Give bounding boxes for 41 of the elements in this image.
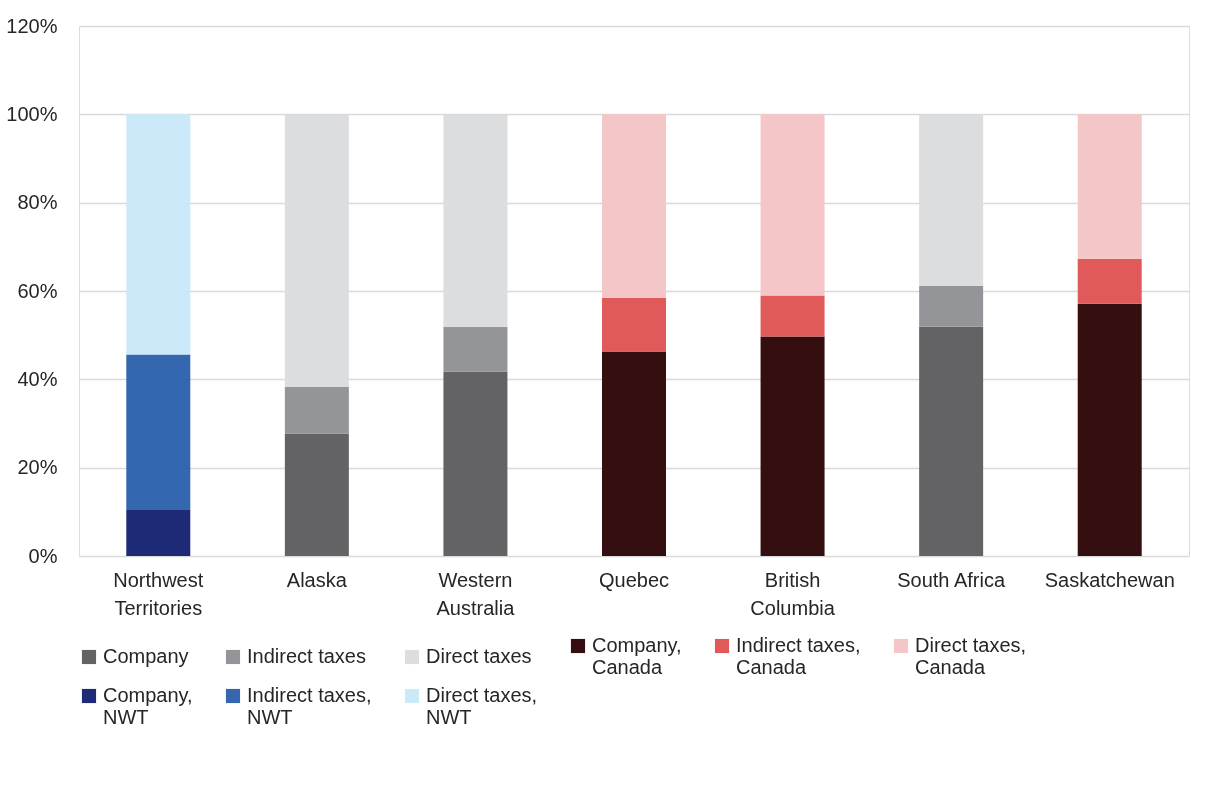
bar [126,114,191,355]
x-tick-label: Alaska [286,568,348,591]
bar [602,114,666,298]
bar [126,510,191,556]
y-tick-label: 120% [6,14,58,37]
y-tick-label: 20% [17,456,58,479]
bar [126,354,191,511]
y-tick-label: 80% [17,191,58,214]
bar [443,326,508,372]
bar [760,295,825,337]
bar [602,297,666,352]
y-tick-label: 0% [28,544,58,567]
legend-label: Indirect taxes, Canada [736,634,861,678]
x-tick-label: British Columbia [750,568,836,619]
bar [284,433,349,556]
x-tick-label: Western Australia [436,568,516,619]
bar [760,336,825,556]
y-tick-label: 100% [6,102,58,125]
bar [919,326,984,556]
legend-label: Company, Canada [592,634,682,678]
bar [443,371,508,556]
legend-label: Direct taxes, Canada [915,634,1027,678]
y-tick-label: 60% [17,279,58,302]
y-tick-label: 40% [17,367,58,390]
x-tick-label: Quebec [598,568,670,591]
bar [284,386,349,434]
x-tick-label: Northwest Territories [113,568,204,619]
x-tick-label: South Africa [897,568,1006,591]
bar [1077,258,1142,304]
legend-label: Direct taxes, NWT [426,684,538,728]
legend-label: Indirect taxes, NWT [247,684,372,728]
bar [1077,303,1142,556]
legend-label: Direct taxes [426,645,532,667]
legend-label: Indirect taxes [247,645,366,667]
bar [602,351,666,556]
bar [919,285,984,327]
bar [1077,114,1142,259]
bar [760,114,825,296]
legend-label: Company [103,645,189,667]
x-tick-label: Saskatchewan [1044,568,1175,591]
legend-label: Company, NWT [103,684,193,728]
